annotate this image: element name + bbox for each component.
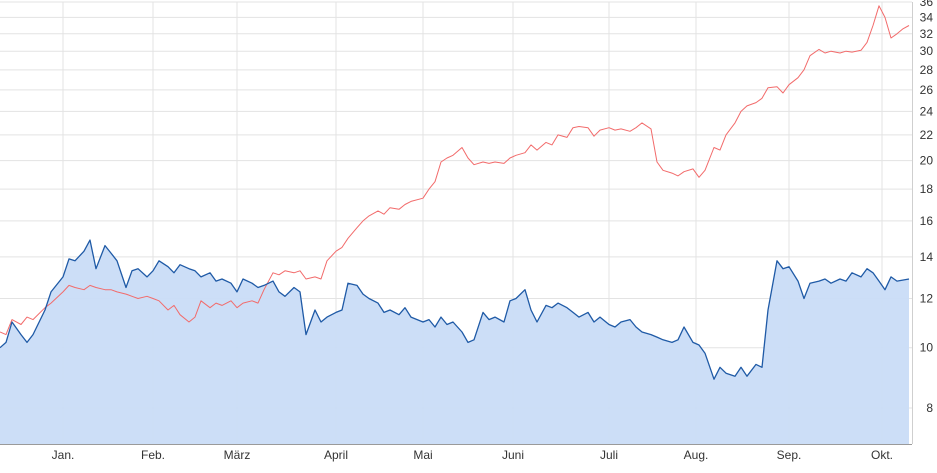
y-tick-label: 26 (920, 83, 934, 97)
series-area-fill-1 (0, 240, 909, 444)
x-tick-label: Mai (413, 448, 432, 462)
line-layer (0, 5, 910, 380)
y-tick-label: 28 (920, 63, 934, 77)
y-tick-label: 8 (926, 401, 933, 415)
x-axis-labels: Jan. Feb. März April Mai Juni Juli Aug. Sep. Okt. (52, 448, 893, 462)
area-layer (0, 240, 909, 444)
y-tick-label: 22 (920, 128, 934, 142)
y-tick-label: 20 (920, 154, 934, 168)
y-tick-label: 18 (920, 182, 934, 196)
y-tick-label: 36 (920, 0, 934, 9)
y-tick-label: 34 (920, 10, 934, 24)
y-tick-label: 24 (920, 104, 934, 118)
y-tick-label: 30 (920, 44, 934, 58)
series-line-0 (0, 5, 910, 336)
y-tick-label: 14 (920, 250, 934, 264)
x-tick-label: Juli (600, 448, 618, 462)
x-tick-label: April (324, 448, 348, 462)
x-tick-label: Okt. (871, 448, 893, 462)
series-line-1 (0, 239, 910, 380)
x-tick-label: Feb. (141, 448, 165, 462)
y-tick-label: 32 (920, 27, 934, 41)
y-tick-label: 16 (920, 214, 934, 228)
axes (0, 2, 913, 445)
x-tick-label: Sep. (777, 448, 802, 462)
y-tick-label: 10 (920, 341, 934, 355)
x-tick-label: Juni (502, 448, 524, 462)
x-tick-label: Aug. (684, 448, 709, 462)
x-tick-label: März (224, 448, 251, 462)
y-tick-label: 12 (920, 292, 934, 306)
x-tick-label: Jan. (52, 448, 75, 462)
